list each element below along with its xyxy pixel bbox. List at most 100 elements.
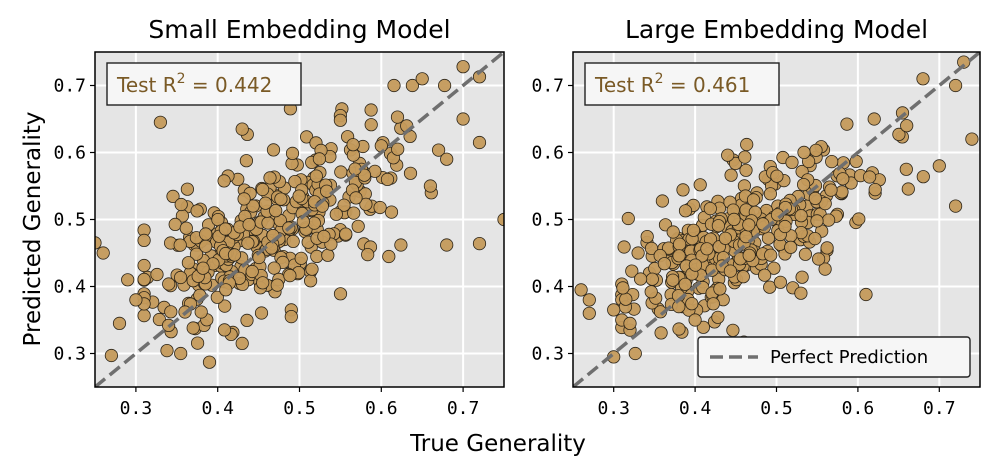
scatter-point: [706, 297, 720, 311]
panel-small-model: 0.3 0.4 0.5 0.6 0.7 0.3 0.4 0.5 0.6 0.7 Small Embe…: [53, 15, 505, 419]
scatter-point: [672, 299, 686, 314]
scatter-point: [824, 183, 838, 197]
scatter-point: [763, 280, 777, 294]
scatter-point: [194, 305, 208, 319]
scatter-point: [678, 204, 693, 218]
scatter-point: [808, 232, 822, 246]
scatter-point: [840, 117, 854, 131]
scatter-point: [616, 281, 630, 295]
scatter-point: [339, 227, 353, 241]
scatter-point: [104, 348, 119, 363]
scatter-point: [218, 222, 232, 236]
r2-prefix: Test R: [116, 73, 177, 97]
scatter-point: [796, 178, 811, 192]
x-tick-label: 0.5: [760, 398, 793, 419]
scatter-point: [347, 206, 361, 220]
scatter-point: [757, 268, 772, 282]
scatter-point: [403, 166, 418, 180]
scatter-point: [957, 55, 971, 69]
scatter-point: [191, 336, 205, 350]
r2-annotation: Test R2 = 0.442: [116, 71, 272, 97]
scatter-point: [364, 118, 378, 132]
scatter-point: [763, 187, 778, 201]
scatter-point: [948, 199, 963, 213]
scatter-point: [245, 264, 259, 279]
y-tick-label: 0.4: [53, 277, 86, 298]
scatter-point: [456, 60, 470, 74]
scatter-point: [742, 218, 756, 232]
x-tick-label: 0.3: [120, 398, 153, 419]
scatter-point: [321, 248, 335, 262]
scatter-point: [162, 277, 176, 291]
scatter-point: [256, 276, 270, 290]
scatter-point: [742, 248, 756, 262]
scatter-point: [246, 199, 260, 213]
scatter-point: [736, 270, 750, 284]
scatter-point: [174, 270, 188, 285]
figure-ylabel: Predicted Generality: [20, 112, 46, 347]
scatter-point: [153, 115, 167, 129]
scatter-point: [267, 261, 281, 275]
scatter-point: [405, 78, 419, 93]
scatter-point: [862, 170, 877, 184]
scatter-point: [740, 137, 754, 152]
scatter-point: [721, 148, 735, 162]
scatter-point: [189, 247, 204, 261]
perfect-prediction-line: [573, 52, 980, 387]
scatter-point: [390, 110, 405, 124]
scatter-point: [859, 287, 873, 302]
scatter-point: [333, 287, 348, 301]
scatter-point: [357, 168, 371, 182]
scatter-point: [892, 127, 906, 141]
y-tick-label: 0.7: [531, 76, 564, 97]
scatter-point: [166, 189, 180, 203]
scatter-point: [255, 182, 270, 197]
scatter-point: [785, 155, 799, 169]
scatter-point: [900, 119, 914, 133]
scatter-point: [202, 355, 217, 369]
panel-title: Large Embedding Model: [625, 15, 928, 44]
scatter-point: [299, 130, 314, 144]
legend-box: [697, 336, 971, 378]
scatter-point: [274, 192, 288, 206]
scatter-point: [770, 169, 784, 183]
scatter-point: [199, 239, 213, 253]
scatter-point: [364, 103, 378, 117]
scatter-point: [645, 272, 659, 286]
scatter-point: [784, 240, 798, 254]
scatter-point: [711, 219, 726, 233]
scatter-point: [173, 238, 187, 252]
scatter-point: [472, 135, 487, 150]
scatter-point: [607, 303, 621, 317]
scatter-point: [703, 202, 717, 216]
y-tick-label: 0.3: [53, 344, 86, 365]
x-tick-label: 0.6: [842, 398, 875, 419]
scatter-point: [798, 247, 813, 261]
scatter-point: [895, 106, 910, 120]
x-tick-label: 0.7: [447, 398, 480, 419]
scatter-point: [672, 249, 686, 263]
scatter-point: [688, 258, 703, 272]
scatter-point: [582, 293, 596, 307]
scatter-point: [688, 313, 702, 327]
scatter-point: [150, 267, 164, 282]
scatter-point: [227, 248, 242, 262]
scatter-point: [809, 143, 823, 157]
scatter-point: [666, 225, 680, 239]
scatter-point: [415, 72, 429, 86]
y-tick-label: 0.6: [53, 143, 86, 164]
scatter-point: [258, 196, 273, 210]
scatter-point: [96, 246, 110, 260]
scatter-point: [726, 323, 740, 337]
scatter-point: [349, 191, 363, 205]
scatter-point: [210, 290, 224, 304]
scatter-point: [235, 336, 249, 350]
y-tick-label: 0.7: [53, 76, 86, 97]
scatter-point: [644, 285, 658, 299]
r2-annotation: Test R2 = 0.461: [594, 71, 750, 97]
scatter-point: [456, 112, 470, 126]
scatter-point: [808, 191, 822, 205]
figure-xlabel: True Generality: [409, 431, 586, 457]
y-tick-label: 0.4: [531, 277, 564, 298]
scatter-point: [374, 139, 388, 153]
